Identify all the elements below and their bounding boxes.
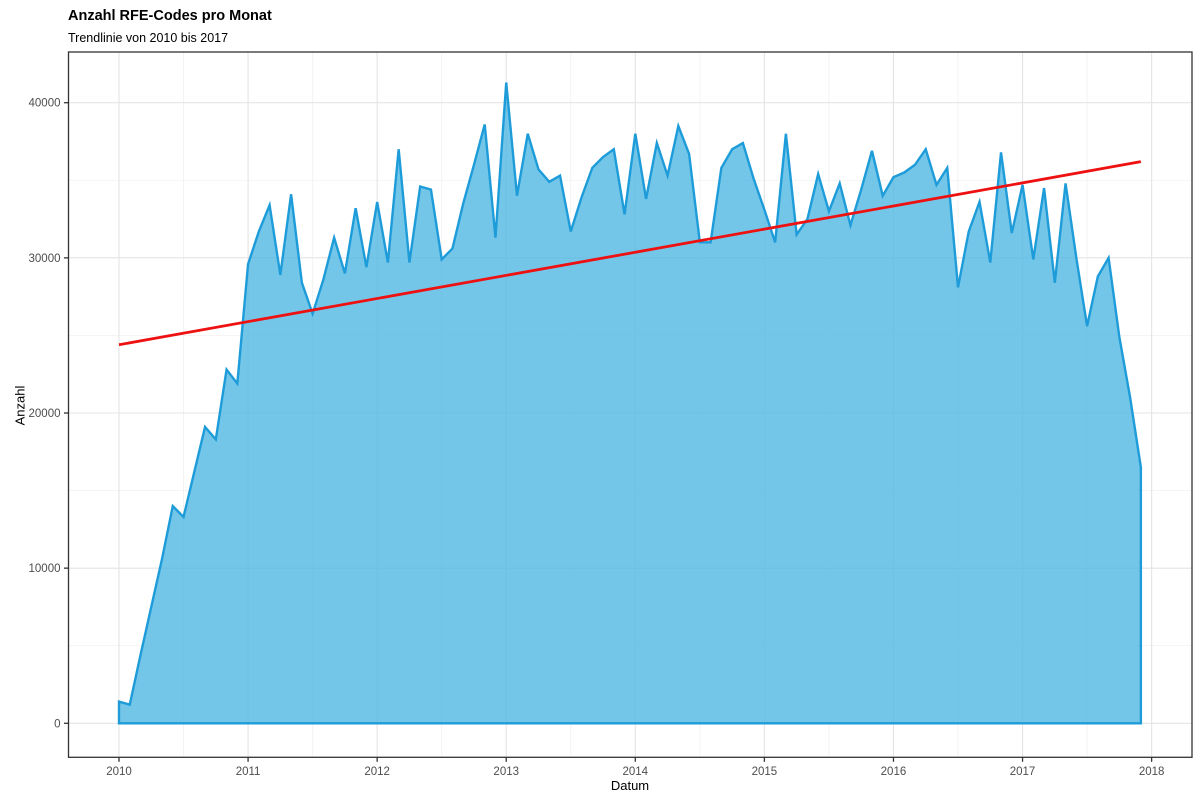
y-tick-label: 30000 [29, 253, 61, 265]
x-axis-title: Datum [610, 778, 650, 793]
x-tick-label: 2012 [364, 766, 390, 778]
y-tick-label: 0 [54, 718, 60, 730]
chart-subtitle: Trendlinie von 2010 bis 2017 [68, 31, 229, 45]
x-tick-label: 2015 [752, 766, 778, 778]
trend-line [118, 160, 1142, 347]
chart-title: Anzahl RFE-Codes pro Monat [68, 8, 272, 24]
y-tick-label: 20000 [29, 408, 61, 420]
x-tick-label: 2018 [1139, 766, 1165, 778]
y-axis-title: Anzahl [12, 385, 28, 426]
x-tick-label: 2017 [1010, 766, 1036, 778]
x-tick-label: 2010 [106, 766, 132, 778]
panel-border [67, 51, 1193, 758]
axis-ticks: 2010 2011 2012 2013 2014 2015 2016 2017 2018 0 100… [29, 98, 1165, 778]
y-tick-label: 10000 [29, 563, 61, 575]
x-tick-label: 2014 [623, 766, 649, 778]
y-tick-label: 40000 [29, 98, 61, 110]
area-series [117, 82, 1143, 725]
x-tick-label: 2011 [236, 766, 261, 778]
x-tick-label: 2013 [493, 766, 519, 778]
x-tick-label: 2016 [881, 766, 907, 778]
